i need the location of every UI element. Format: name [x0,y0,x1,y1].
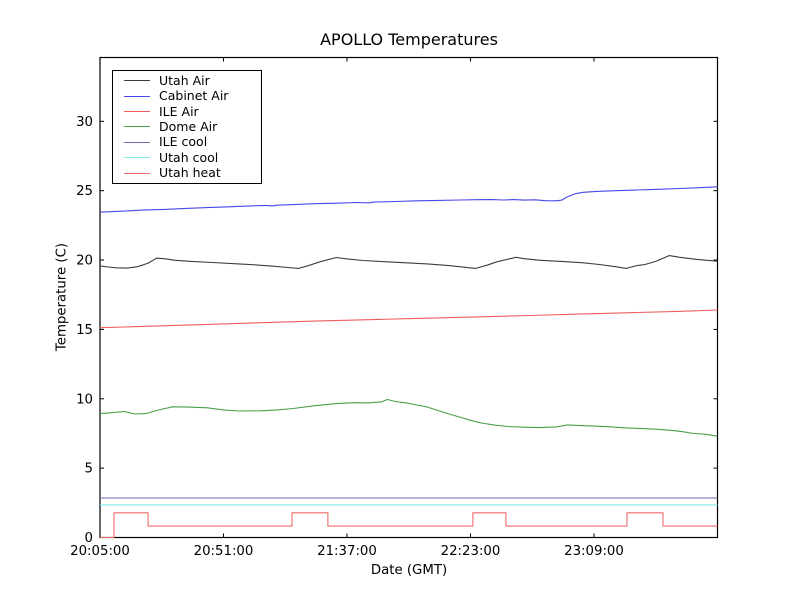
series-line-utah-air [99,255,718,269]
legend-line-sample-ile-cool [124,141,150,143]
legend-label: Utah heat [159,165,221,181]
legend-line-sample-dome-air [124,126,150,128]
legend-item-cabinet-air: Cabinet Air [113,89,261,103]
series-line-cabinet-air [99,186,718,213]
x-tick-label: 20:51:00 [194,544,254,559]
legend-item-utah-air: Utah Air [113,72,261,88]
series-line-utah-heat [100,512,718,539]
y-tick-label: 0 [85,531,93,546]
legend-line-sample-utah-cool [124,157,150,159]
legend-item-utah-heat: Utah heat [113,166,261,180]
x-axis-label: Date (GMT) [370,563,448,578]
legend: Utah Air Cabinet Air ILE Air Dome Air ILE co… [112,70,262,184]
legend-label: Cabinet Air [159,88,229,104]
y-tick-label: 20 [76,254,93,269]
chart-title: APOLLO Temperatures [320,30,498,49]
plot-border [99,56,719,539]
x-tick-label: 23:09:00 [564,544,624,559]
x-tick-label: 22:23:00 [441,544,501,559]
legend-label: Utah Air [159,72,210,88]
legend-label: ILE cool [159,134,208,150]
legend-item-dome-air: Dome Air [113,118,261,134]
legend-line-sample-cabinet-air [124,95,150,97]
legend-line-sample-utah-air [124,80,150,82]
series-line-ile-air [99,309,718,329]
legend-label: ILE Air [159,103,199,119]
x-tick-label: 21:37:00 [317,544,377,559]
y-tick-label: 25 [76,184,93,199]
x-tick-label: 20:05:00 [70,544,130,559]
legend-item-ile-cool: ILE cool [113,135,261,149]
series-line-dome-air [99,398,718,437]
legend-item-ile-air: ILE Air [113,103,261,119]
y-tick-label: 30 [76,115,93,130]
y-tick-label: 10 [76,392,93,407]
legend-line-sample-utah-heat [124,172,150,174]
y-tick-label: 15 [76,323,93,338]
legend-line-sample-ile-air [124,111,150,113]
legend-label: Dome Air [159,118,218,134]
y-axis-label: Temperature (C) [54,242,70,352]
y-tick-label: 5 [85,462,93,477]
legend-label: Utah cool [159,149,219,165]
legend-item-utah-cool: Utah cool [113,149,261,165]
